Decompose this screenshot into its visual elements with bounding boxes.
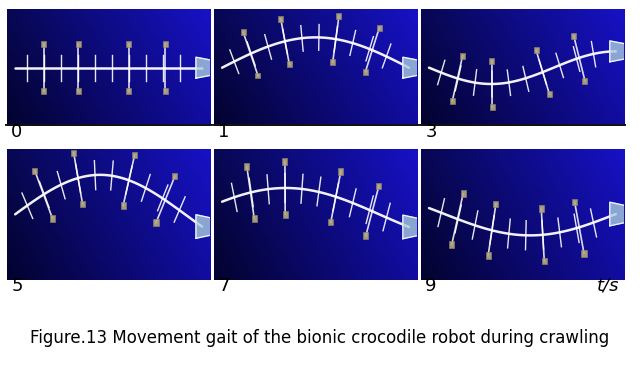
FancyBboxPatch shape xyxy=(163,88,168,94)
FancyBboxPatch shape xyxy=(330,59,335,65)
Text: 5: 5 xyxy=(12,277,23,295)
Polygon shape xyxy=(403,57,433,78)
FancyBboxPatch shape xyxy=(76,41,81,47)
Polygon shape xyxy=(196,57,227,78)
FancyBboxPatch shape xyxy=(172,173,177,179)
FancyBboxPatch shape xyxy=(541,258,547,264)
Polygon shape xyxy=(403,215,433,239)
FancyBboxPatch shape xyxy=(241,29,246,35)
FancyBboxPatch shape xyxy=(126,41,131,47)
Text: 0: 0 xyxy=(12,123,22,141)
FancyBboxPatch shape xyxy=(132,152,137,158)
FancyBboxPatch shape xyxy=(76,88,81,94)
FancyBboxPatch shape xyxy=(449,241,454,247)
FancyBboxPatch shape xyxy=(582,78,588,83)
FancyBboxPatch shape xyxy=(71,150,76,156)
FancyBboxPatch shape xyxy=(41,41,46,47)
FancyBboxPatch shape xyxy=(571,33,576,39)
FancyBboxPatch shape xyxy=(287,62,292,67)
Polygon shape xyxy=(196,215,227,238)
FancyBboxPatch shape xyxy=(255,73,260,78)
FancyBboxPatch shape xyxy=(450,98,455,104)
FancyBboxPatch shape xyxy=(282,158,287,165)
FancyBboxPatch shape xyxy=(486,253,491,259)
FancyBboxPatch shape xyxy=(126,88,131,94)
FancyBboxPatch shape xyxy=(582,250,586,256)
FancyBboxPatch shape xyxy=(50,215,55,221)
FancyBboxPatch shape xyxy=(539,205,544,212)
FancyBboxPatch shape xyxy=(328,219,333,226)
FancyBboxPatch shape xyxy=(337,13,342,19)
FancyBboxPatch shape xyxy=(572,199,577,205)
FancyBboxPatch shape xyxy=(363,69,368,74)
Polygon shape xyxy=(610,202,640,226)
FancyBboxPatch shape xyxy=(364,232,369,239)
Text: 9: 9 xyxy=(425,277,436,295)
FancyBboxPatch shape xyxy=(80,201,85,208)
FancyBboxPatch shape xyxy=(490,105,495,110)
FancyBboxPatch shape xyxy=(154,220,159,226)
Polygon shape xyxy=(610,41,640,62)
FancyBboxPatch shape xyxy=(493,201,499,208)
FancyBboxPatch shape xyxy=(244,163,250,170)
FancyBboxPatch shape xyxy=(339,168,344,174)
FancyBboxPatch shape xyxy=(278,16,284,22)
FancyBboxPatch shape xyxy=(460,53,465,59)
FancyBboxPatch shape xyxy=(120,202,125,209)
Text: 7: 7 xyxy=(218,277,230,295)
FancyBboxPatch shape xyxy=(461,191,466,197)
FancyBboxPatch shape xyxy=(547,91,552,97)
FancyBboxPatch shape xyxy=(376,182,381,189)
FancyBboxPatch shape xyxy=(252,215,257,222)
FancyBboxPatch shape xyxy=(41,88,46,94)
FancyBboxPatch shape xyxy=(32,168,37,174)
FancyBboxPatch shape xyxy=(534,47,539,53)
Text: 1: 1 xyxy=(218,123,230,141)
Text: Figure.13 Movement gait of the bionic crocodile robot during crawling: Figure.13 Movement gait of the bionic cr… xyxy=(30,329,610,347)
Text: 3: 3 xyxy=(425,123,436,141)
Text: t/s: t/s xyxy=(597,277,620,295)
FancyBboxPatch shape xyxy=(283,211,288,218)
FancyBboxPatch shape xyxy=(490,58,495,64)
FancyBboxPatch shape xyxy=(377,25,382,31)
FancyBboxPatch shape xyxy=(163,41,168,47)
